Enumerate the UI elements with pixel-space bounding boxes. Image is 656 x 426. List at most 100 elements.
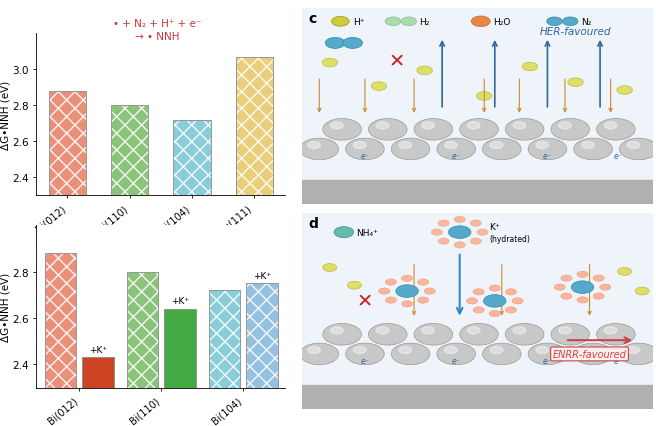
- Text: HER-favoured: HER-favoured: [540, 27, 611, 37]
- Bar: [165, 309, 196, 388]
- Circle shape: [617, 86, 632, 95]
- Text: e⁻: e⁻: [361, 152, 369, 161]
- Text: (hydrated): (hydrated): [489, 234, 531, 243]
- Circle shape: [581, 142, 594, 149]
- Circle shape: [577, 272, 588, 278]
- Circle shape: [513, 123, 525, 130]
- Circle shape: [546, 18, 562, 26]
- Circle shape: [354, 142, 366, 149]
- Circle shape: [431, 230, 443, 236]
- Circle shape: [635, 288, 649, 295]
- Text: c: c: [309, 12, 317, 26]
- Circle shape: [483, 139, 521, 160]
- Circle shape: [489, 311, 501, 317]
- Circle shape: [581, 347, 594, 354]
- Circle shape: [424, 288, 436, 294]
- Circle shape: [512, 298, 523, 304]
- Text: H⁺: H⁺: [353, 18, 364, 27]
- Circle shape: [438, 239, 449, 245]
- Bar: [247, 284, 278, 388]
- Bar: [209, 291, 240, 388]
- Circle shape: [460, 119, 499, 141]
- Circle shape: [551, 119, 590, 141]
- Circle shape: [536, 347, 548, 354]
- Circle shape: [343, 38, 363, 49]
- Circle shape: [385, 279, 396, 285]
- Circle shape: [331, 123, 343, 130]
- Text: +K⁺: +K⁺: [253, 271, 272, 280]
- Circle shape: [559, 123, 571, 130]
- Circle shape: [563, 18, 578, 26]
- Bar: [111, 106, 148, 196]
- Text: e⁻: e⁻: [452, 152, 461, 161]
- Circle shape: [466, 298, 478, 304]
- Text: +K⁺: +K⁺: [171, 296, 189, 305]
- Circle shape: [334, 227, 354, 238]
- Text: NH₄⁺: NH₄⁺: [356, 228, 378, 237]
- Circle shape: [618, 268, 632, 276]
- Circle shape: [308, 142, 320, 149]
- Circle shape: [468, 327, 480, 334]
- Circle shape: [513, 327, 525, 334]
- Bar: [236, 58, 273, 196]
- Circle shape: [300, 343, 338, 365]
- Text: H₂O: H₂O: [493, 18, 510, 27]
- Text: +K⁺: +K⁺: [89, 345, 107, 354]
- Bar: [127, 272, 158, 388]
- Circle shape: [505, 307, 516, 314]
- Bar: [49, 92, 86, 196]
- Text: K⁺: K⁺: [489, 222, 500, 231]
- Bar: [302, 386, 653, 409]
- Circle shape: [396, 285, 419, 298]
- Circle shape: [354, 347, 366, 354]
- Text: e⁻: e⁻: [613, 152, 622, 161]
- Circle shape: [596, 119, 635, 141]
- Bar: [302, 181, 653, 204]
- Circle shape: [593, 275, 604, 282]
- Circle shape: [604, 327, 617, 334]
- Circle shape: [348, 282, 361, 289]
- Circle shape: [323, 324, 361, 345]
- Circle shape: [571, 281, 594, 294]
- Circle shape: [490, 347, 503, 354]
- Circle shape: [577, 297, 588, 303]
- Circle shape: [331, 17, 349, 27]
- Circle shape: [574, 139, 612, 160]
- Circle shape: [470, 239, 482, 245]
- Circle shape: [401, 276, 413, 282]
- Circle shape: [401, 18, 417, 26]
- Circle shape: [376, 123, 389, 130]
- Bar: [45, 253, 76, 388]
- Circle shape: [369, 324, 407, 345]
- Circle shape: [300, 139, 338, 160]
- Y-axis label: ΔG•NNH (eV): ΔG•NNH (eV): [1, 81, 10, 150]
- Circle shape: [460, 324, 499, 345]
- Text: e⁻: e⁻: [613, 356, 622, 365]
- Circle shape: [346, 343, 384, 365]
- Circle shape: [323, 119, 361, 141]
- Circle shape: [323, 264, 337, 272]
- Circle shape: [522, 63, 538, 72]
- Circle shape: [417, 67, 432, 75]
- Circle shape: [414, 119, 453, 141]
- Bar: [173, 121, 211, 196]
- Circle shape: [399, 347, 411, 354]
- Bar: [49, 92, 86, 196]
- Circle shape: [322, 59, 338, 68]
- Circle shape: [554, 284, 565, 291]
- Circle shape: [596, 324, 635, 345]
- Text: ENRR-favoured: ENRR-favoured: [552, 349, 626, 359]
- Bar: [173, 121, 211, 196]
- Circle shape: [391, 139, 430, 160]
- Text: N₂: N₂: [581, 18, 591, 27]
- Circle shape: [468, 123, 480, 130]
- Circle shape: [619, 343, 656, 365]
- Text: H₂: H₂: [419, 18, 430, 27]
- Circle shape: [371, 83, 386, 91]
- Bar: [82, 357, 114, 388]
- Circle shape: [476, 92, 492, 101]
- Circle shape: [561, 294, 572, 299]
- Circle shape: [331, 327, 343, 334]
- Text: • + N₂ + H⁺ + e⁻: • + N₂ + H⁺ + e⁻: [113, 19, 201, 29]
- Circle shape: [561, 275, 572, 282]
